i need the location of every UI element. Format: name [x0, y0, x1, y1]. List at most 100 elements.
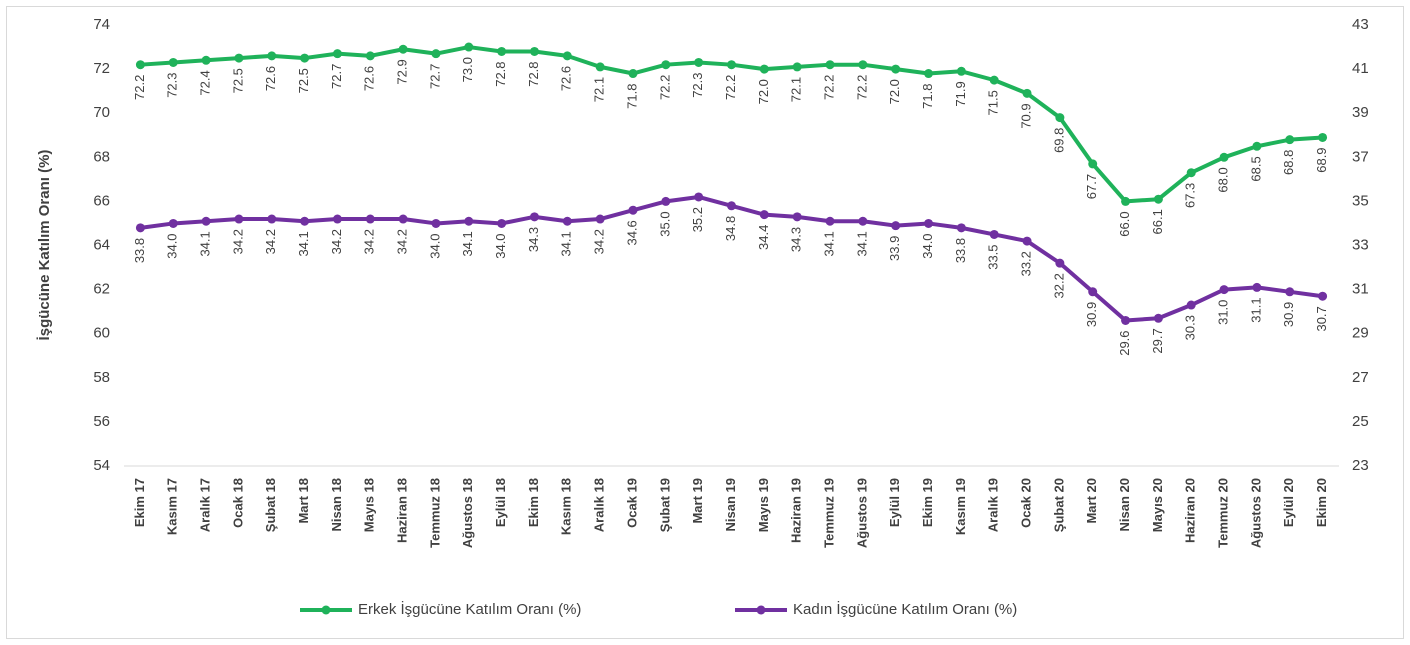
y-tick-label: 54 — [93, 457, 110, 474]
y-tick-label: 62 — [93, 281, 110, 298]
series-marker — [1088, 159, 1098, 169]
data-label: 31.1 — [1248, 297, 1263, 322]
x-tick-label: Mayıs 20 — [1150, 478, 1165, 532]
series-marker — [1153, 194, 1163, 204]
data-label: 33.2 — [1018, 251, 1033, 276]
data-label: 72.3 — [165, 72, 180, 97]
data-label: 34.4 — [756, 225, 771, 250]
series-marker — [825, 60, 835, 70]
y2-tick-label: 43 — [1352, 16, 1369, 33]
data-label: 35.0 — [657, 211, 672, 236]
series-marker — [431, 49, 441, 59]
data-label: 70.9 — [1018, 103, 1033, 128]
data-label: 73.0 — [460, 57, 475, 82]
legend-marker — [756, 605, 766, 615]
data-label: 72.7 — [329, 64, 344, 89]
data-label: 33.5 — [986, 244, 1001, 269]
series-marker — [497, 46, 507, 56]
series-marker — [858, 60, 868, 70]
data-label: 72.5 — [296, 68, 311, 93]
data-label: 30.9 — [1281, 302, 1296, 327]
series-marker — [1285, 287, 1295, 297]
x-tick-label: Mayıs 18 — [362, 478, 377, 532]
series-marker — [891, 221, 901, 231]
data-label: 33.9 — [887, 236, 902, 261]
x-tick-label: Nisan 18 — [329, 478, 344, 531]
series-marker — [464, 42, 474, 52]
data-label: 34.2 — [592, 229, 607, 254]
series-marker — [891, 64, 901, 74]
y-tick-label: 70 — [93, 104, 110, 121]
data-label: 66.0 — [1117, 211, 1132, 236]
data-label: 71.5 — [986, 90, 1001, 115]
data-label: 72.8 — [526, 61, 541, 86]
series-marker — [529, 212, 539, 222]
y2-tick-label: 27 — [1352, 369, 1369, 386]
x-tick-label: Ağustos 18 — [460, 478, 475, 548]
x-tick-label: Şubat 20 — [1051, 478, 1066, 532]
y-tick-label: 60 — [93, 325, 110, 342]
x-tick-label: Kasım 17 — [165, 478, 180, 535]
x-tick-label: Temmuz 20 — [1216, 478, 1231, 548]
y-tick-label: 74 — [93, 16, 110, 33]
series-marker — [956, 66, 966, 76]
x-tick-label: Haziran 20 — [1183, 478, 1198, 543]
series-marker — [529, 46, 539, 56]
data-label: 67.7 — [1084, 174, 1099, 199]
data-label: 72.0 — [756, 79, 771, 104]
series-marker — [1318, 132, 1328, 142]
x-tick-label: Haziran 18 — [395, 478, 410, 543]
y2-tick-label: 39 — [1352, 104, 1369, 121]
series-marker — [759, 210, 769, 220]
data-label: 72.8 — [493, 61, 508, 86]
data-label: 34.0 — [493, 233, 508, 258]
legend-label: Kadın İşgücüne Katılım Oranı (%) — [793, 600, 1017, 618]
data-label: 33.8 — [953, 238, 968, 263]
x-tick-label: Aralık 17 — [198, 478, 213, 532]
series-marker — [989, 229, 999, 239]
data-label: 34.0 — [920, 233, 935, 258]
series-marker — [661, 60, 671, 70]
data-label: 34.6 — [624, 220, 639, 245]
data-label: 71.8 — [624, 84, 639, 109]
data-label: 30.7 — [1314, 306, 1329, 331]
series-marker — [398, 214, 408, 224]
x-tick-label: Ocak 19 — [624, 478, 639, 528]
x-tick-label: Ocak 18 — [230, 478, 245, 528]
data-label: 69.8 — [1051, 128, 1066, 153]
data-label: 35.2 — [690, 207, 705, 232]
series-marker — [694, 57, 704, 67]
series-marker — [234, 53, 244, 63]
x-tick-label: Kasım 19 — [953, 478, 968, 535]
y-axis-label: İşgücüne Katılım Oranı (%) — [36, 150, 53, 341]
data-label: 33.8 — [132, 238, 147, 263]
x-tick-label: Ekim 19 — [920, 478, 935, 527]
x-tick-label: Ekim 17 — [132, 478, 147, 527]
y2-tick-label: 31 — [1352, 281, 1369, 298]
data-label: 72.0 — [887, 79, 902, 104]
data-label: 34.2 — [395, 229, 410, 254]
series-marker — [727, 201, 736, 211]
series-marker — [792, 62, 802, 72]
series-marker — [201, 216, 211, 226]
series-marker — [497, 218, 507, 228]
x-tick-label: Nisan 20 — [1117, 478, 1132, 531]
y2-tick-label: 35 — [1352, 192, 1369, 209]
series-marker — [1121, 315, 1131, 325]
y-tick-label: 64 — [93, 236, 110, 253]
data-label: 66.1 — [1150, 209, 1165, 234]
data-label: 72.2 — [132, 75, 147, 100]
data-label: 72.1 — [789, 77, 804, 102]
series-marker — [1318, 291, 1328, 301]
series-marker — [1252, 282, 1262, 292]
x-tick-label: Eylül 20 — [1281, 478, 1296, 527]
x-tick-label: Şubat 19 — [657, 478, 672, 532]
series-marker — [168, 57, 178, 67]
series-marker — [661, 196, 671, 206]
series-marker — [135, 223, 145, 233]
series-marker — [727, 60, 736, 70]
data-label: 29.6 — [1117, 330, 1132, 355]
x-tick-label: Haziran 19 — [789, 478, 804, 543]
series-marker — [267, 214, 277, 224]
series-marker — [628, 205, 638, 215]
